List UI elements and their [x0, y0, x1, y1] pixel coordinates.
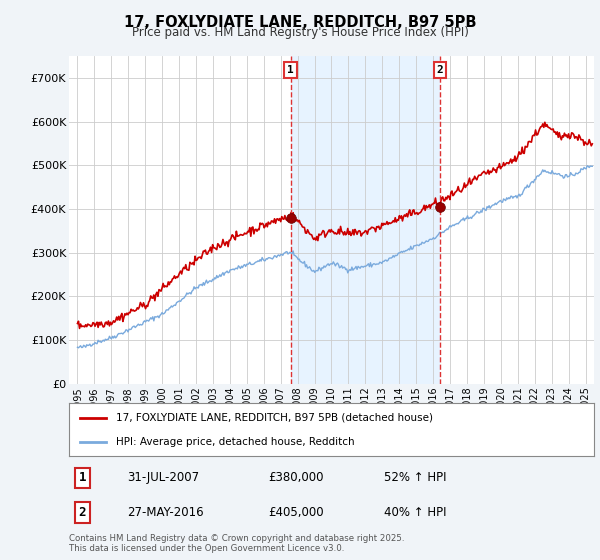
Text: £380,000: £380,000 [269, 472, 324, 484]
Text: 1: 1 [79, 472, 86, 484]
Text: 2: 2 [437, 65, 443, 75]
Bar [290, 56, 440, 384]
Text: 1: 1 [287, 65, 294, 75]
Text: 27-MAY-2016: 27-MAY-2016 [127, 506, 203, 519]
Text: 2: 2 [79, 506, 86, 519]
Text: 31-JUL-2007: 31-JUL-2007 [127, 472, 199, 484]
Text: 17, FOXLYDIATE LANE, REDDITCH, B97 5PB (detached house): 17, FOXLYDIATE LANE, REDDITCH, B97 5PB (… [116, 413, 433, 423]
Text: 17, FOXLYDIATE LANE, REDDITCH, B97 5PB: 17, FOXLYDIATE LANE, REDDITCH, B97 5PB [124, 15, 476, 30]
Text: 40% ↑ HPI: 40% ↑ HPI [384, 506, 446, 519]
Text: 52% ↑ HPI: 52% ↑ HPI [384, 472, 446, 484]
Text: Price paid vs. HM Land Registry's House Price Index (HPI): Price paid vs. HM Land Registry's House … [131, 26, 469, 39]
Text: £405,000: £405,000 [269, 506, 324, 519]
Text: Contains HM Land Registry data © Crown copyright and database right 2025.
This d: Contains HM Land Registry data © Crown c… [69, 534, 404, 553]
Text: HPI: Average price, detached house, Redditch: HPI: Average price, detached house, Redd… [116, 437, 355, 447]
